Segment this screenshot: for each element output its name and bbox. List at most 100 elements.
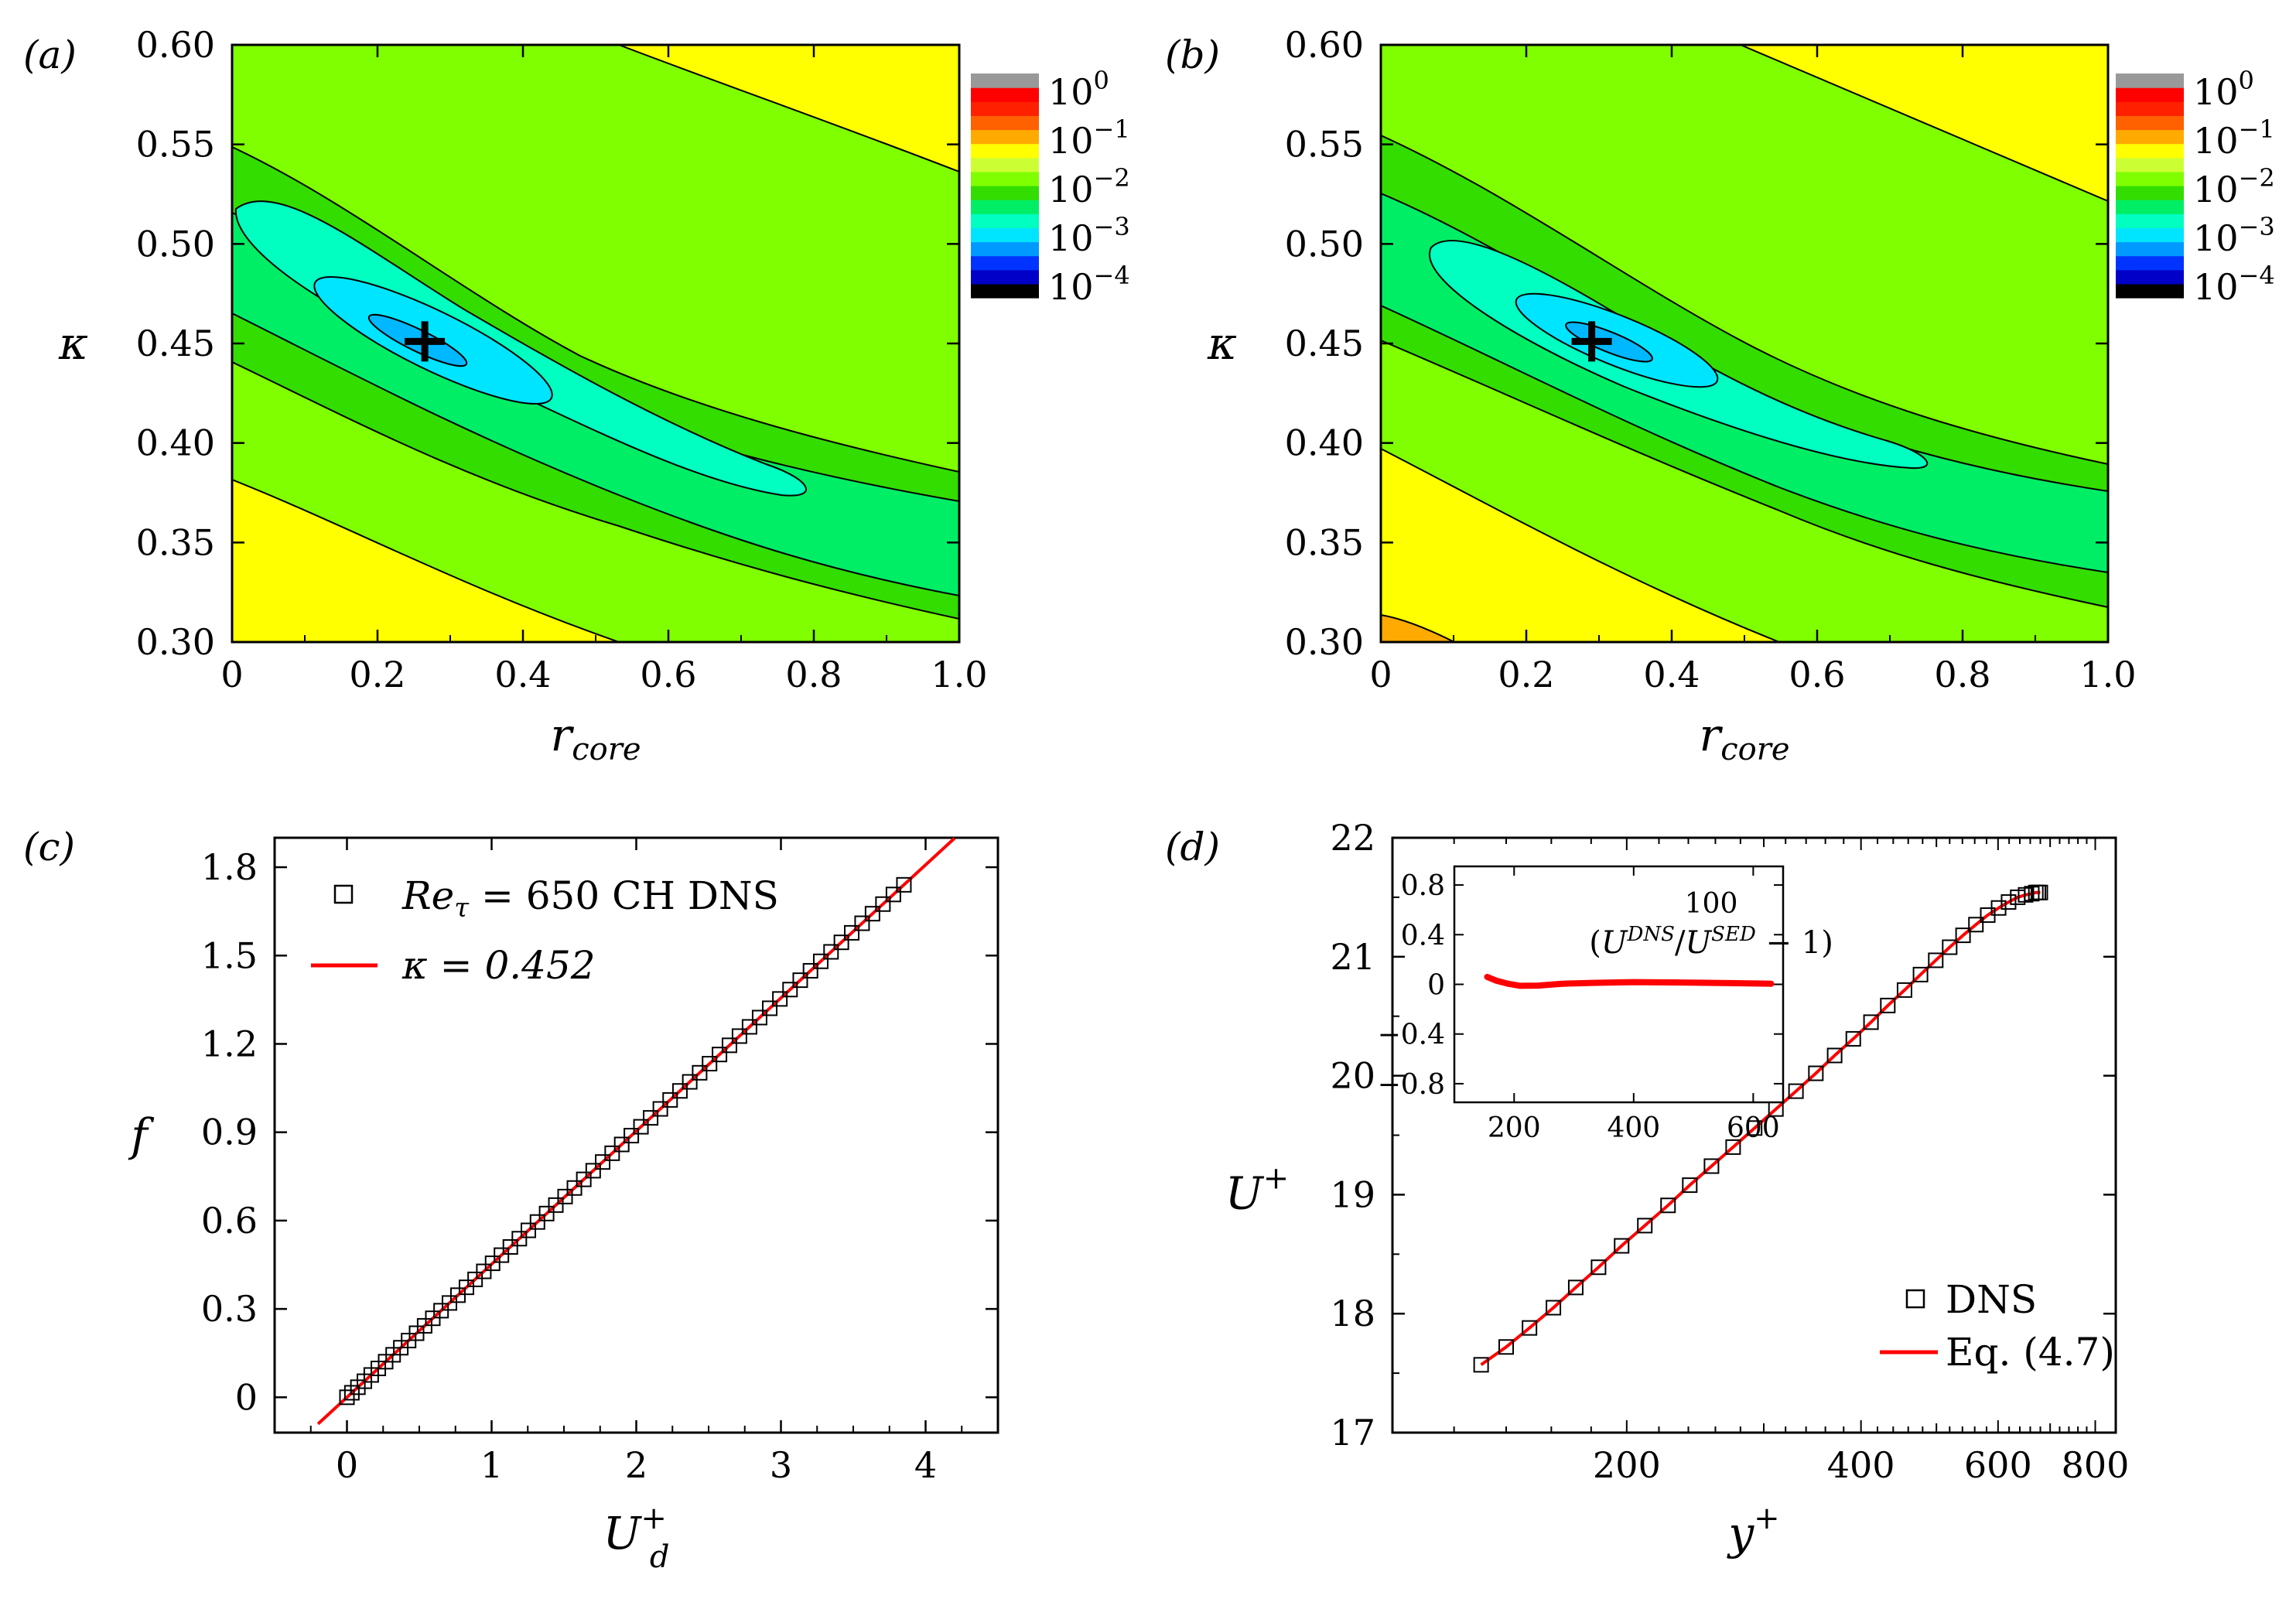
colorbar-swatch xyxy=(971,73,1039,88)
panel-label-d: (d) xyxy=(1165,825,1220,869)
data-point xyxy=(624,1128,640,1144)
legend-d: DNS Eq. (4.7) xyxy=(1880,1277,2115,1375)
colorbar-swatch xyxy=(2116,227,2184,243)
data-point xyxy=(449,1287,466,1303)
data-point xyxy=(643,1110,659,1126)
y-tick-label: 0.45 xyxy=(136,323,215,364)
x-tick-label: 2 xyxy=(625,1444,647,1486)
colorbar-swatch xyxy=(971,269,1039,285)
y-tick-label: 19 xyxy=(1330,1173,1375,1215)
data-point xyxy=(682,1074,698,1090)
scatter-plot-c xyxy=(316,837,956,1426)
data-point xyxy=(529,1214,545,1230)
x-tick-label: 0 xyxy=(336,1444,358,1486)
data-point xyxy=(762,1000,778,1016)
data-point xyxy=(1725,1139,1741,1155)
colorbar-swatch xyxy=(971,143,1039,159)
colorbar-label: 10−3 xyxy=(2193,212,2275,259)
y-axis-label: κ xyxy=(58,317,88,370)
colorbar-swatch xyxy=(971,157,1039,173)
data-point xyxy=(442,1295,458,1311)
data-point xyxy=(864,906,880,922)
legend-c: Reτ = 650 CH DNS κ = 0.452 xyxy=(311,873,779,988)
data-point xyxy=(566,1180,583,1196)
inset-y-tick-label: 0 xyxy=(1427,970,1445,1002)
x-tick-label: 3 xyxy=(770,1444,792,1486)
colorbar-swatch xyxy=(971,214,1039,228)
colorbar-label: 10−1 xyxy=(2193,114,2275,162)
data-point xyxy=(741,1019,757,1035)
colorbar-swatch xyxy=(2116,115,2184,131)
colorbar-swatch xyxy=(971,101,1039,116)
colorbar-swatch xyxy=(971,255,1039,271)
data-point xyxy=(721,1037,737,1054)
colorbar-swatch xyxy=(971,283,1039,299)
inset-title-factor: 100 xyxy=(1685,888,1738,920)
x-tick-label: 600 xyxy=(1964,1444,2032,1486)
x-axis-label: rcore xyxy=(1699,709,1789,767)
y-tick-label: 0.60 xyxy=(1285,24,1364,66)
inset-x-tick-label: 200 xyxy=(1488,1112,1541,1144)
data-point xyxy=(2032,884,2048,900)
data-point xyxy=(458,1279,474,1296)
data-point xyxy=(1546,1300,1562,1316)
inset-x-tick-label: 600 xyxy=(1727,1112,1780,1144)
data-point xyxy=(1747,1120,1763,1136)
inset-y-tick-label: 0.8 xyxy=(1401,870,1445,902)
data-point xyxy=(1845,1030,1861,1047)
colorbar-label: 10−2 xyxy=(2193,163,2275,210)
colorbar-swatch xyxy=(2116,171,2184,186)
colorbar-swatch xyxy=(2116,214,2184,228)
data-point xyxy=(484,1255,501,1272)
data-point xyxy=(652,1101,668,1117)
y-tick-label: 1.8 xyxy=(201,846,258,888)
y-tick-label: 21 xyxy=(1330,936,1375,978)
colorbar-swatch xyxy=(971,129,1039,145)
y-tick-label: 0.9 xyxy=(201,1112,258,1153)
legend-item-dns: Reτ = 650 CH DNS xyxy=(401,873,779,924)
colorbar-swatch xyxy=(2116,87,2184,102)
data-point xyxy=(339,1389,355,1406)
data-point xyxy=(1863,1014,1879,1030)
data-point xyxy=(1522,1320,1538,1336)
axes-a: 0 0.2 0.4 0.6 0.8 1.0 0.30 0.35 0.40 0.45 0.50 0.55… xyxy=(58,24,988,767)
colorbar-label: 100 xyxy=(2193,66,2254,113)
y-tick-label: 18 xyxy=(1330,1293,1375,1334)
data-point xyxy=(1660,1197,1676,1214)
data-point xyxy=(875,896,891,912)
data-point xyxy=(692,1064,708,1081)
data-point xyxy=(662,1091,678,1108)
colorbar-swatch xyxy=(971,115,1039,131)
y-tick-label: 0.35 xyxy=(136,521,215,563)
y-tick-label: 0.55 xyxy=(1285,124,1364,166)
panel-label-c: (c) xyxy=(23,825,75,869)
x-axis-label: rcore xyxy=(550,709,641,767)
data-point xyxy=(1473,1357,1489,1373)
data-point xyxy=(467,1271,483,1287)
inset-title-expression: (UDNS/USED − 1) xyxy=(1589,923,1833,961)
y-tick-label: 0.55 xyxy=(136,124,215,166)
y-tick-label: 0.35 xyxy=(1285,521,1364,563)
colorbar-swatch xyxy=(2116,186,2184,200)
data-point xyxy=(595,1154,611,1170)
data-point xyxy=(613,1136,630,1153)
x-tick-label: 800 xyxy=(2062,1444,2130,1486)
inset-y-tick-label: −0.4 xyxy=(1378,1020,1445,1051)
data-point xyxy=(633,1119,649,1135)
colorbar-swatch xyxy=(971,241,1039,257)
x-tick-label: 1.0 xyxy=(2079,654,2136,695)
data-point xyxy=(511,1231,528,1247)
contour-plot-a xyxy=(232,45,959,642)
y-tick-label: 0.60 xyxy=(136,24,215,66)
x-axis-label: y+ xyxy=(1726,1501,1779,1559)
y-tick-label: 0.30 xyxy=(1285,621,1364,663)
data-point xyxy=(792,972,808,989)
data-point xyxy=(2018,886,2034,903)
data-point xyxy=(1968,917,1984,933)
colorbar-swatch xyxy=(971,171,1039,186)
y-tick-label: 0.40 xyxy=(1285,422,1364,464)
y-tick-label: 0 xyxy=(235,1376,258,1418)
y-tick-label: 22 xyxy=(1330,817,1375,859)
